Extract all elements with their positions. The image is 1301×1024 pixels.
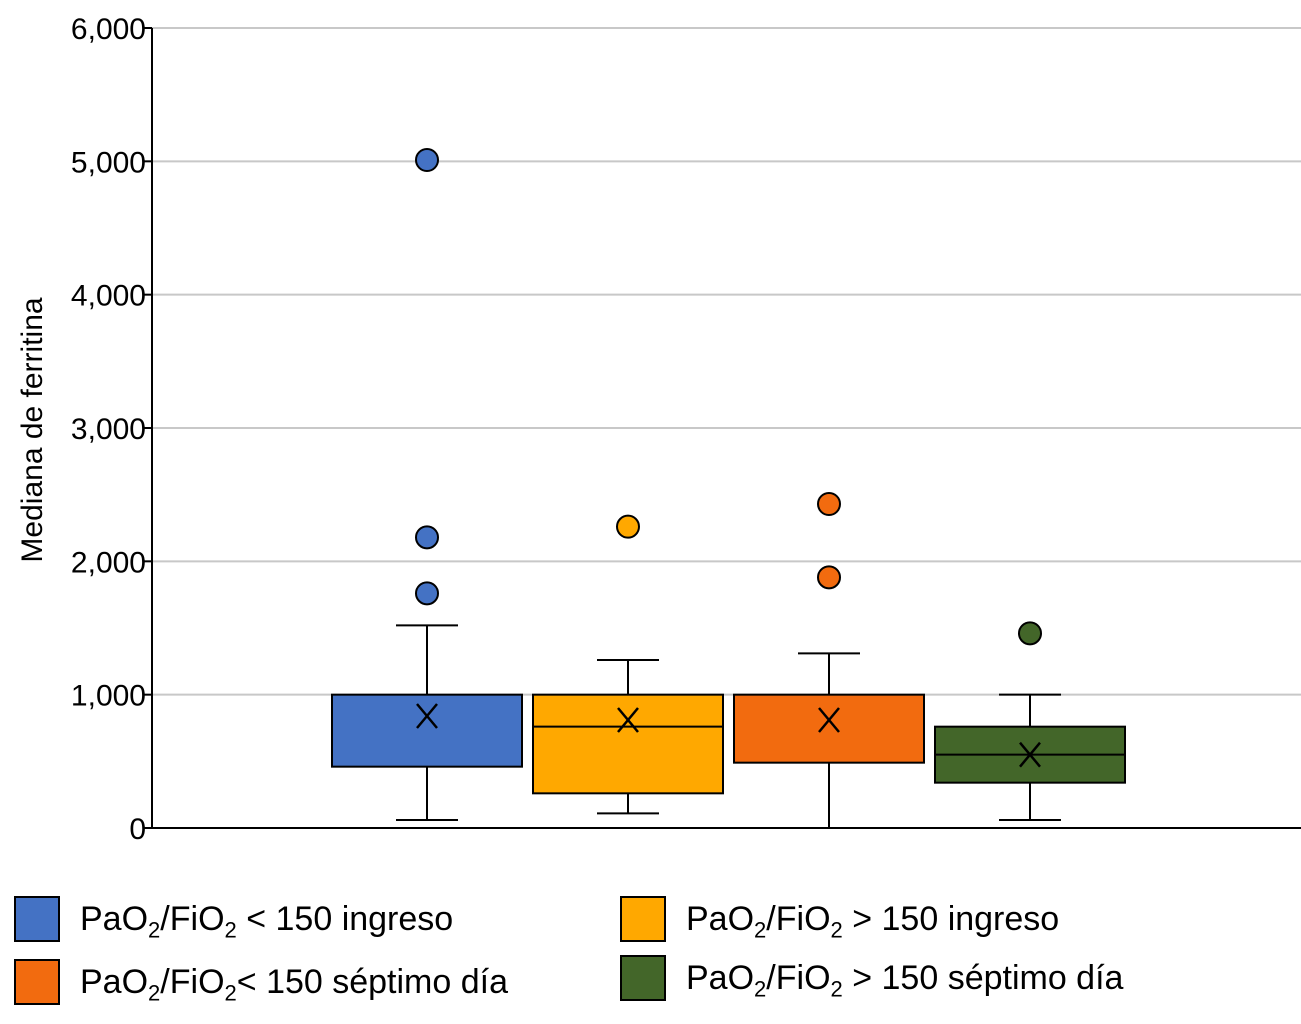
box-1 <box>331 148 523 821</box>
legend-item-orange: PaO2/FiO2< 150 séptimo día <box>14 959 508 1005</box>
mean-marker <box>1019 741 1041 768</box>
legend-swatch <box>14 959 60 1005</box>
gridlines <box>152 27 1301 696</box>
outlier-point <box>817 492 841 516</box>
legend-item-yellow: PaO2/FiO2 > 150 ingreso <box>620 896 1059 942</box>
legend-label: PaO2/FiO2< 150 séptimo día <box>80 962 509 1006</box>
outlier-point <box>415 581 439 606</box>
legend-item-blue: PaO2/FiO2 < 150 ingreso <box>14 896 453 942</box>
y-axis-label: Mediana de ferritina <box>16 297 49 562</box>
y-tick-label: 6,000 <box>71 13 146 46</box>
box-body <box>532 693 724 795</box>
outlier-point <box>616 514 640 539</box>
box-2 <box>532 514 724 815</box>
y-tick-label: 3,000 <box>71 413 146 446</box>
mean-marker <box>818 707 840 733</box>
outlier-point <box>415 148 439 172</box>
legend-label: PaO2/FiO2 < 150 ingreso <box>80 899 454 943</box>
mean-marker <box>617 707 639 733</box>
box-3 <box>733 492 925 828</box>
y-tick-label: 1,000 <box>71 680 146 713</box>
legend-item-green: PaO2/FiO2 > 150 séptimo día <box>620 955 1123 1001</box>
y-tick-label: 4,000 <box>71 280 146 313</box>
outlier-point <box>817 565 841 590</box>
y-tick-label: 0 <box>129 813 146 846</box>
box-plot-chart: 0 1,000 2,000 3,000 4,000 5,000 6,000 Mediana … <box>16 13 1301 846</box>
box-body <box>733 693 925 764</box>
box-body <box>331 693 523 768</box>
box-series-group <box>331 148 1126 828</box>
y-tick-label: 2,000 <box>71 546 146 579</box>
y-tick-label: 5,000 <box>71 146 146 179</box>
legend-swatch <box>620 955 666 1001</box>
box-4 <box>934 621 1126 821</box>
outlier-point <box>415 525 439 550</box>
legend-swatch <box>14 896 60 942</box>
mean-marker <box>416 703 438 729</box>
legend-label: PaO2/FiO2 > 150 séptimo día <box>686 958 1124 1002</box>
outlier-point <box>1018 621 1042 646</box>
legend-label: PaO2/FiO2 > 150 ingreso <box>686 899 1060 943</box>
y-axis-ticks: 0 1,000 2,000 3,000 4,000 5,000 6,000 <box>71 13 152 846</box>
legend-swatch <box>620 896 666 942</box>
